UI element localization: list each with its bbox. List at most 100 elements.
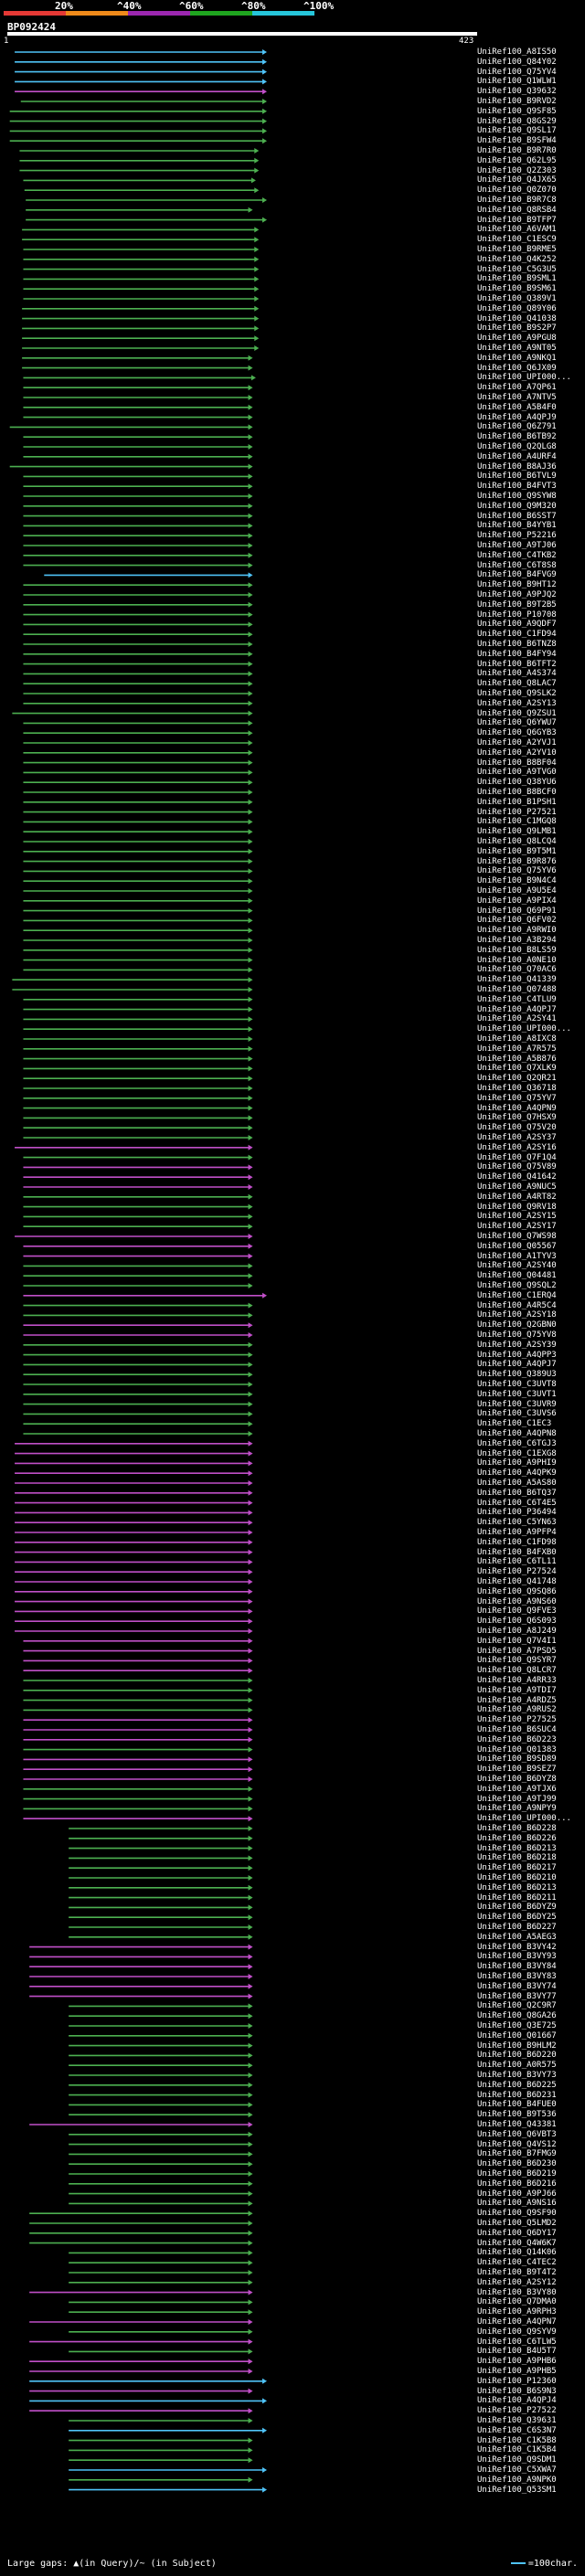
hit-label[interactable]: UniRef100_B9RVD2 [477, 97, 557, 106]
hit-row[interactable] [69, 2437, 253, 2443]
hit-label[interactable]: UniRef100_P27525 [477, 1715, 557, 1725]
hit-row[interactable] [23, 1727, 253, 1733]
hit-row[interactable] [69, 1845, 253, 1851]
hit-label[interactable]: UniRef100_C5XWA7 [477, 2465, 557, 2475]
hit-row[interactable] [23, 749, 253, 756]
hit-label[interactable]: UniRef100_A2SY41 [477, 1014, 557, 1024]
hit-label[interactable]: UniRef100_A9RWI0 [477, 926, 557, 936]
hit-label[interactable]: UniRef100_A9PHB6 [477, 2357, 557, 2367]
hit-row[interactable] [23, 1638, 253, 1644]
hit-label[interactable]: UniRef100_C3UVT1 [477, 1389, 557, 1399]
hit-label[interactable]: UniRef100_Q2QR21 [477, 1074, 557, 1084]
hit-label[interactable]: UniRef100_B9S2P7 [477, 323, 557, 334]
hit-row[interactable] [23, 247, 260, 252]
hit-row[interactable] [29, 2378, 267, 2384]
hit-label[interactable]: UniRef100_B6D228 [477, 1824, 557, 1833]
hit-label[interactable]: UniRef100_B8BF04 [477, 758, 557, 768]
hit-label[interactable]: UniRef100_A7NTV5 [477, 393, 557, 402]
hit-label[interactable]: UniRef100_Q6VBT3 [477, 2129, 557, 2139]
hit-label[interactable]: UniRef100_A2SY12 [477, 2277, 557, 2287]
hit-row[interactable] [23, 1135, 253, 1140]
hit-row[interactable] [23, 1164, 253, 1171]
hit-row[interactable] [69, 2270, 253, 2275]
hit-label[interactable]: UniRef100_A2SY18 [477, 1310, 557, 1320]
hit-row[interactable] [23, 621, 253, 628]
hit-row[interactable] [23, 523, 253, 529]
hit-label[interactable]: UniRef100_Q0Z070 [477, 186, 557, 196]
hit-row[interactable] [23, 759, 253, 766]
hit-row[interactable] [22, 315, 260, 322]
hit-label[interactable]: UniRef100_C3UVT8 [477, 1380, 557, 1389]
hit-label[interactable]: UniRef100_B9SD89 [477, 1754, 557, 1765]
hit-row[interactable] [69, 2003, 253, 2009]
hit-row[interactable] [23, 671, 253, 677]
hit-row[interactable] [23, 1322, 253, 1329]
hit-row[interactable] [23, 1302, 253, 1309]
hit-label[interactable]: UniRef100_B6D223 [477, 1734, 557, 1744]
hit-label[interactable]: UniRef100_A4R5C4 [477, 1300, 557, 1310]
hit-label[interactable]: UniRef100_B4U5T7 [477, 2347, 557, 2357]
hit-row[interactable] [29, 1964, 253, 1970]
hit-label[interactable]: UniRef100_A7QP61 [477, 383, 557, 393]
hit-label[interactable]: UniRef100_B6D213 [477, 1843, 557, 1853]
hit-label[interactable]: UniRef100_Q7WS98 [477, 1232, 557, 1241]
hit-row[interactable] [23, 296, 260, 302]
hit-row[interactable] [23, 1095, 253, 1101]
hit-label[interactable]: UniRef100_B9HT12 [477, 580, 557, 590]
hit-row[interactable] [23, 1806, 253, 1812]
hit-label[interactable]: UniRef100_P10708 [477, 610, 557, 620]
hit-label[interactable]: UniRef100_B9R7C8 [477, 196, 557, 205]
hit-label[interactable]: UniRef100_B6DYZ9 [477, 1903, 557, 1913]
hit-row[interactable] [23, 483, 253, 490]
hit-label[interactable]: UniRef100_B6D220 [477, 2051, 557, 2061]
hit-label[interactable]: UniRef100_A4QPP3 [477, 1350, 557, 1360]
hit-row[interactable] [23, 286, 260, 292]
hit-row[interactable] [22, 365, 253, 371]
hit-label[interactable]: UniRef100_A4S374 [477, 669, 557, 679]
hit-row[interactable] [23, 1658, 253, 1664]
hit-row[interactable] [19, 148, 260, 154]
hit-label[interactable]: UniRef100_A2SY13 [477, 698, 557, 708]
hit-row[interactable] [29, 1974, 253, 1979]
hit-label[interactable]: UniRef100_B9N4C4 [477, 876, 557, 886]
hit-row[interactable] [69, 2250, 253, 2256]
hit-label[interactable]: UniRef100_A9PJ66 [477, 2189, 557, 2199]
hit-label[interactable]: UniRef100_B6D230 [477, 2159, 557, 2169]
hit-label[interactable]: UniRef100_Q389V1 [477, 294, 557, 303]
hit-row[interactable] [15, 69, 267, 75]
hit-row[interactable] [23, 601, 253, 608]
hit-row[interactable] [29, 2359, 253, 2365]
hit-row[interactable] [15, 89, 267, 95]
hit-label[interactable]: UniRef100_C1FD94 [477, 630, 557, 640]
hit-row[interactable] [15, 1530, 253, 1535]
hit-row[interactable] [15, 58, 267, 65]
hit-row[interactable] [23, 769, 253, 776]
hit-label[interactable]: UniRef100_Q84Y02 [477, 57, 557, 67]
hit-label[interactable]: UniRef100_B4FY94 [477, 649, 557, 659]
hit-label[interactable]: UniRef100_Q2Z303 [477, 165, 557, 175]
hit-label[interactable]: UniRef100_B6D210 [477, 1873, 557, 1882]
hit-label[interactable]: UniRef100_A9NPK0 [477, 2475, 557, 2485]
hit-label[interactable]: UniRef100_Q39632 [477, 87, 557, 97]
hit-row[interactable] [69, 1914, 253, 1921]
hit-row[interactable] [69, 2102, 253, 2108]
hit-label[interactable]: UniRef100_Q14K06 [477, 2248, 557, 2258]
hit-label[interactable]: UniRef100_Q7F1Q4 [477, 1152, 557, 1162]
hit-row[interactable] [23, 513, 253, 519]
hit-label[interactable]: UniRef100_A9PJQ2 [477, 590, 557, 599]
hit-row[interactable] [23, 1243, 253, 1249]
hit-row[interactable] [23, 404, 253, 410]
hit-label[interactable]: UniRef100_B9T536 [477, 2110, 557, 2120]
hit-row[interactable] [23, 947, 253, 953]
hit-label[interactable]: UniRef100_B9SM61 [477, 284, 557, 294]
hit-row[interactable] [22, 227, 260, 233]
hit-label[interactable]: UniRef100_Q5LMD2 [477, 2219, 557, 2228]
hit-row[interactable] [69, 2092, 253, 2098]
hit-label[interactable]: UniRef100_Q6Z791 [477, 422, 557, 432]
hit-label[interactable]: UniRef100_B9SEZ7 [477, 1765, 557, 1775]
hit-label[interactable]: UniRef100_Q70AC6 [477, 965, 557, 975]
hit-label[interactable]: UniRef100_A4QPJ4 [477, 2396, 557, 2406]
hit-label[interactable]: UniRef100_A9PHI9 [477, 1458, 557, 1468]
hit-label[interactable]: UniRef100_A4QPJ9 [477, 412, 557, 422]
hit-label[interactable]: UniRef100_A9NT05 [477, 344, 557, 353]
